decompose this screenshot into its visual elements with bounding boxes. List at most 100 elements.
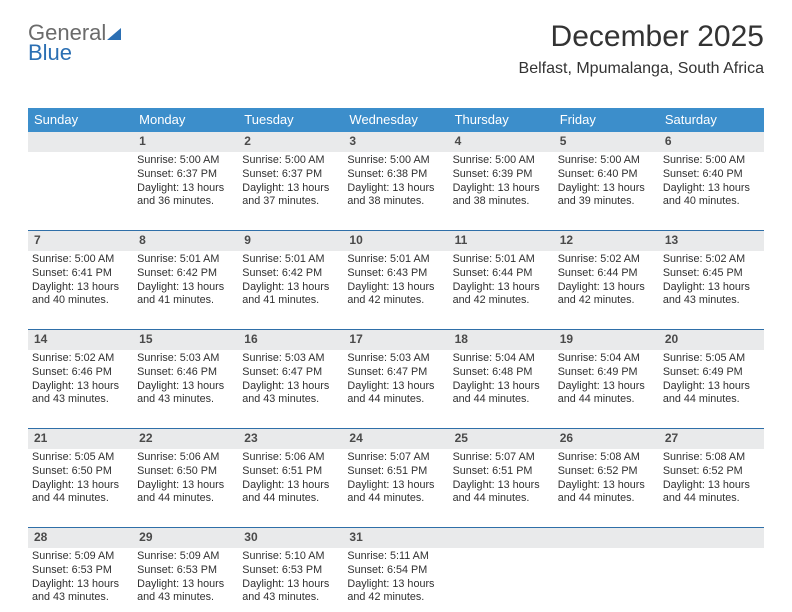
sunset-text: Sunset: 6:47 PM [242,366,339,380]
day-cell: Sunrise: 5:05 AMSunset: 6:50 PMDaylight:… [28,449,133,527]
sunrise-text: Sunrise: 5:04 AM [558,352,655,366]
sunrise-text: Sunrise: 5:00 AM [137,154,234,168]
sunset-text: Sunset: 6:46 PM [137,366,234,380]
day-cell: Sunrise: 5:09 AMSunset: 6:53 PMDaylight:… [133,548,238,612]
day-number: 18 [449,330,554,350]
day-cell [28,152,133,230]
sunrise-text: Sunrise: 5:01 AM [137,253,234,267]
sunrise-text: Sunrise: 5:00 AM [347,154,444,168]
day-cell: Sunrise: 5:01 AMSunset: 6:42 PMDaylight:… [238,251,343,329]
daylight-text: Daylight: 13 hours and 44 minutes. [32,479,129,507]
day-number: 1 [133,132,238,152]
day-cell: Sunrise: 5:08 AMSunset: 6:52 PMDaylight:… [554,449,659,527]
daylight-text: Daylight: 13 hours and 40 minutes. [32,281,129,309]
sunset-text: Sunset: 6:49 PM [558,366,655,380]
sunrise-text: Sunrise: 5:03 AM [347,352,444,366]
sunrise-text: Sunrise: 5:00 AM [32,253,129,267]
sunrise-text: Sunrise: 5:09 AM [137,550,234,564]
sunset-text: Sunset: 6:46 PM [32,366,129,380]
calendar-grid: 123456Sunrise: 5:00 AMSunset: 6:37 PMDay… [28,132,764,612]
day-number: 5 [554,132,659,152]
sunrise-text: Sunrise: 5:05 AM [32,451,129,465]
sunset-text: Sunset: 6:41 PM [32,267,129,281]
week-row: Sunrise: 5:02 AMSunset: 6:46 PMDaylight:… [28,350,764,429]
day-number: 17 [343,330,448,350]
sunset-text: Sunset: 6:50 PM [137,465,234,479]
day-cell: Sunrise: 5:02 AMSunset: 6:46 PMDaylight:… [28,350,133,428]
sunrise-text: Sunrise: 5:07 AM [347,451,444,465]
day-number: 31 [343,528,448,548]
logo-line2: Blue [28,42,121,64]
sunrise-text: Sunrise: 5:06 AM [137,451,234,465]
sunrise-text: Sunrise: 5:11 AM [347,550,444,564]
daylight-text: Daylight: 13 hours and 44 minutes. [558,479,655,507]
day-number: 4 [449,132,554,152]
sunset-text: Sunset: 6:38 PM [347,168,444,182]
dow-thu: Thursday [449,108,554,132]
daylight-text: Daylight: 13 hours and 43 minutes. [242,578,339,606]
day-number: 20 [659,330,764,350]
daylight-text: Daylight: 13 hours and 39 minutes. [558,182,655,210]
day-number: 6 [659,132,764,152]
day-cell: Sunrise: 5:09 AMSunset: 6:53 PMDaylight:… [28,548,133,612]
day-cell: Sunrise: 5:07 AMSunset: 6:51 PMDaylight:… [343,449,448,527]
daynum-row: 21222324252627 [28,429,764,449]
week-row: Sunrise: 5:00 AMSunset: 6:37 PMDaylight:… [28,152,764,231]
daylight-text: Daylight: 13 hours and 44 minutes. [137,479,234,507]
sunrise-text: Sunrise: 5:01 AM [453,253,550,267]
sunset-text: Sunset: 6:53 PM [32,564,129,578]
sunrise-text: Sunrise: 5:00 AM [558,154,655,168]
sunset-text: Sunset: 6:51 PM [453,465,550,479]
day-cell: Sunrise: 5:04 AMSunset: 6:48 PMDaylight:… [449,350,554,428]
sunset-text: Sunset: 6:42 PM [137,267,234,281]
day-cell: Sunrise: 5:00 AMSunset: 6:40 PMDaylight:… [659,152,764,230]
dow-fri: Friday [554,108,659,132]
sunset-text: Sunset: 6:42 PM [242,267,339,281]
sunrise-text: Sunrise: 5:00 AM [242,154,339,168]
day-cell: Sunrise: 5:00 AMSunset: 6:40 PMDaylight:… [554,152,659,230]
daylight-text: Daylight: 13 hours and 43 minutes. [137,578,234,606]
week-row: Sunrise: 5:05 AMSunset: 6:50 PMDaylight:… [28,449,764,528]
day-cell: Sunrise: 5:01 AMSunset: 6:44 PMDaylight:… [449,251,554,329]
day-number: 30 [238,528,343,548]
dow-tue: Tuesday [238,108,343,132]
sunset-text: Sunset: 6:40 PM [663,168,760,182]
day-number: 25 [449,429,554,449]
sunrise-text: Sunrise: 5:01 AM [242,253,339,267]
day-number: 27 [659,429,764,449]
day-cell: Sunrise: 5:02 AMSunset: 6:45 PMDaylight:… [659,251,764,329]
daylight-text: Daylight: 13 hours and 43 minutes. [32,578,129,606]
sunrise-text: Sunrise: 5:09 AM [32,550,129,564]
day-cell: Sunrise: 5:04 AMSunset: 6:49 PMDaylight:… [554,350,659,428]
day-number: 23 [238,429,343,449]
sunset-text: Sunset: 6:40 PM [558,168,655,182]
sunset-text: Sunset: 6:44 PM [558,267,655,281]
title-block: December 2025 Belfast, Mpumalanga, South… [519,20,764,78]
day-number [554,528,659,548]
logo-triangle-icon [107,28,121,40]
day-number: 8 [133,231,238,251]
day-number: 9 [238,231,343,251]
day-number: 10 [343,231,448,251]
day-cell [554,548,659,612]
day-cell: Sunrise: 5:00 AMSunset: 6:37 PMDaylight:… [238,152,343,230]
day-cell: Sunrise: 5:00 AMSunset: 6:39 PMDaylight:… [449,152,554,230]
sunset-text: Sunset: 6:44 PM [453,267,550,281]
sunset-text: Sunset: 6:37 PM [137,168,234,182]
sunrise-text: Sunrise: 5:02 AM [663,253,760,267]
location-subtitle: Belfast, Mpumalanga, South Africa [519,60,764,78]
daylight-text: Daylight: 13 hours and 42 minutes. [558,281,655,309]
sunset-text: Sunset: 6:52 PM [663,465,760,479]
sunrise-text: Sunrise: 5:07 AM [453,451,550,465]
sunset-text: Sunset: 6:37 PM [242,168,339,182]
daynum-row: 123456 [28,132,764,152]
sunset-text: Sunset: 6:53 PM [242,564,339,578]
day-cell: Sunrise: 5:08 AMSunset: 6:52 PMDaylight:… [659,449,764,527]
dow-sat: Saturday [659,108,764,132]
sunrise-text: Sunrise: 5:02 AM [558,253,655,267]
daylight-text: Daylight: 13 hours and 36 minutes. [137,182,234,210]
day-cell [449,548,554,612]
daylight-text: Daylight: 13 hours and 44 minutes. [347,479,444,507]
sunset-text: Sunset: 6:43 PM [347,267,444,281]
sunrise-text: Sunrise: 5:06 AM [242,451,339,465]
